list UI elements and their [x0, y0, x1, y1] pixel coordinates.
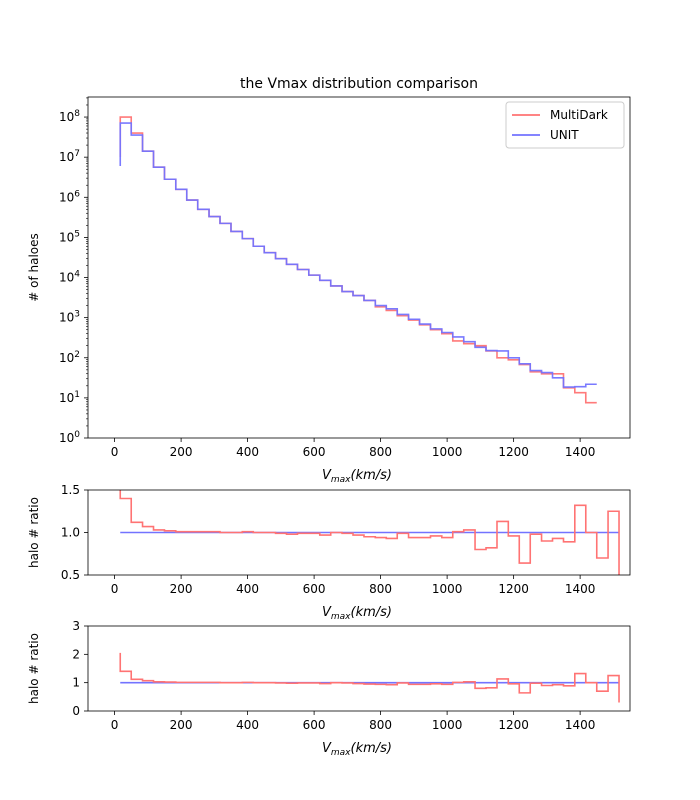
y-tick-label: 3: [72, 619, 80, 633]
axes-frame: [87, 625, 631, 712]
x-tick-label: 800: [369, 445, 392, 459]
legend-label-unit: UNIT: [550, 128, 579, 142]
chart-title: the Vmax distribution comparison: [240, 76, 478, 92]
x-tick-label: 1400: [565, 445, 596, 459]
series-line-multidark: [119, 652, 620, 703]
y-tick-label: 0: [72, 704, 80, 718]
y-tick-label: 1: [72, 676, 80, 690]
series-line-unit: [119, 122, 597, 388]
y-tick-label: 105: [59, 229, 80, 244]
legend-label-multidark: MultiDark: [550, 108, 608, 122]
y-tick-label: 103: [59, 310, 80, 325]
x-tick-label: 1200: [498, 445, 529, 459]
x-tick-label: 400: [236, 718, 259, 732]
y-axis-label: halo # ratio: [27, 497, 41, 568]
x-tick-label: 1200: [498, 582, 529, 596]
x-tick-label: 0: [111, 582, 119, 596]
x-tick-label: 1400: [565, 582, 596, 596]
y-tick-label: 106: [59, 189, 80, 204]
y-tick-label: 108: [59, 109, 80, 124]
y-axis-label: # of haloes: [27, 233, 41, 302]
x-tick-label: 600: [303, 582, 326, 596]
y-axis-label: halo # ratio: [27, 633, 41, 704]
y-tick-label: 1.0: [61, 526, 80, 540]
y-tick-label: 0.5: [61, 568, 80, 582]
x-tick-label: 1200: [498, 718, 529, 732]
x-tick-label: 400: [236, 445, 259, 459]
x-tick-label: 400: [236, 582, 259, 596]
axes-frame: [87, 489, 631, 576]
x-tick-label: 0: [111, 718, 119, 732]
x-tick-label: 600: [303, 445, 326, 459]
x-tick-label: 200: [170, 582, 193, 596]
series-line-multidark: [119, 490, 620, 575]
y-tick-label: 2: [72, 647, 80, 661]
x-axis-label: Vmax(km/s): [322, 741, 392, 758]
y-tick-label: 1.5: [61, 483, 80, 497]
x-axis-label: Vmax(km/s): [322, 468, 392, 485]
y-tick-label: 107: [59, 149, 80, 164]
x-tick-label: 200: [170, 718, 193, 732]
x-tick-label: 0: [111, 445, 119, 459]
x-tick-label: 800: [369, 582, 392, 596]
x-tick-label: 600: [303, 718, 326, 732]
y-tick-label: 104: [59, 270, 80, 285]
x-tick-label: 200: [170, 445, 193, 459]
axes-frame: [87, 96, 631, 439]
x-tick-label: 800: [369, 718, 392, 732]
x-axis-label: Vmax(km/s): [322, 605, 392, 622]
x-tick-label: 1000: [432, 582, 463, 596]
legend-box: [505, 101, 625, 149]
y-tick-label: 100: [59, 430, 80, 445]
series-line-multidark: [119, 116, 597, 404]
x-tick-label: 1000: [432, 445, 463, 459]
y-tick-label: 102: [59, 350, 80, 365]
x-tick-label: 1400: [565, 718, 596, 732]
y-tick-label: 101: [59, 390, 80, 405]
x-tick-label: 1000: [432, 718, 463, 732]
